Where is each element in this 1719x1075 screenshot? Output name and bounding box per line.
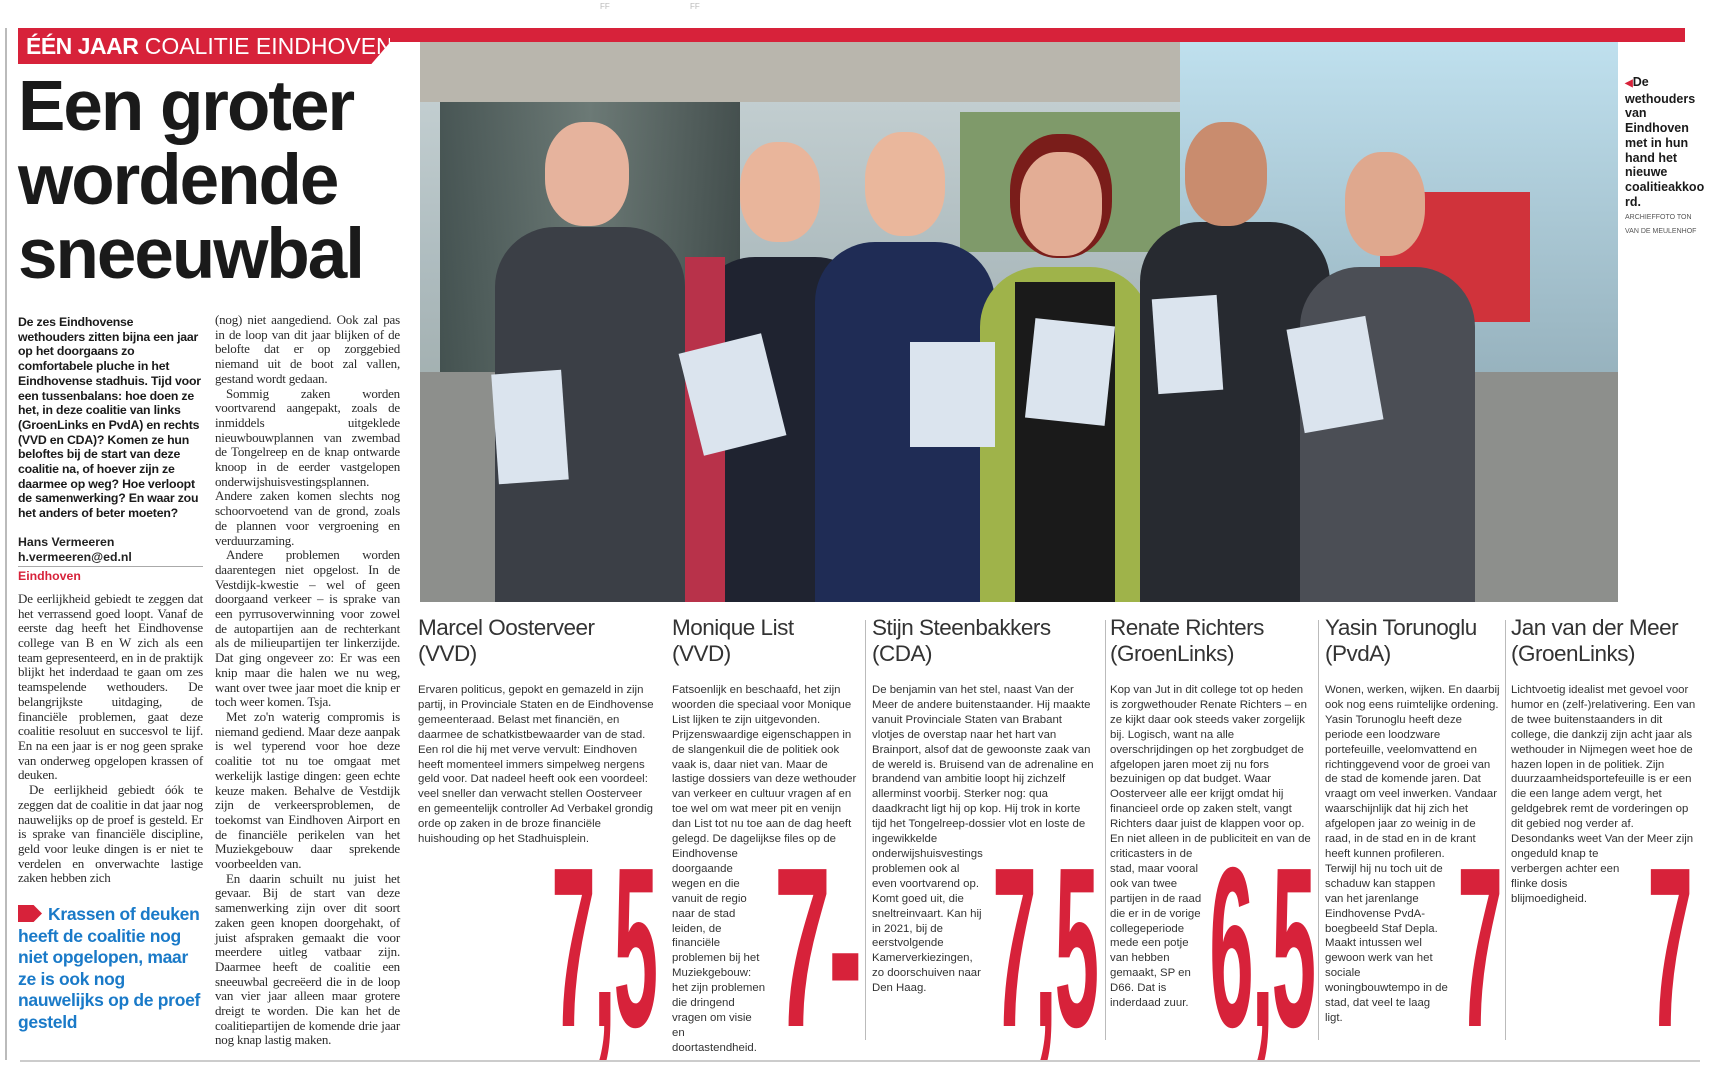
paragraph: (nog) niet aangediend. Ook zal pas in de… [215, 312, 400, 386]
candidate-text: Fatsoenlijk en beschaafd, het zijn woord… [672, 684, 857, 1054]
kicker-rest: COALITIE EINDHOVEN [144, 33, 393, 59]
body-column-2: (nog) niet aangediend. Ook zal pas in de… [215, 312, 400, 1048]
headline-line: wordende [18, 141, 339, 220]
section-bar [18, 28, 1685, 42]
grade: 7,5 [551, 821, 658, 1075]
candidate-steenbakkers: Stijn Steenbakkers (CDA) 7,5 De benjamin v… [872, 615, 1099, 1075]
column-divider [1318, 620, 1319, 1040]
photo-caption: ◀De wethouders van Eindhoven met in hun … [1625, 75, 1705, 239]
headline-line: Een groter [18, 67, 355, 146]
divider [18, 566, 203, 568]
candidate-name: Renate Richters (GroenLinks) [1110, 615, 1264, 666]
headline: Een groter wordende sneeuwbal [18, 70, 418, 292]
page-rule-left [5, 28, 7, 1060]
caption-text: De wethouders van Eindhoven met in hun h… [1625, 75, 1705, 209]
paragraph: Met zo'n waterig compromis is niemand ge… [215, 708, 400, 872]
body-column-1: De eerlijkheid gebiedt te zeggen dat het… [18, 590, 203, 886]
print-mark: FF [600, 2, 610, 11]
lead-column: De zes Eindhovense wethouders zitten bij… [18, 315, 203, 1033]
pullquote: Krassen of deuken heeft de coalitie nog … [18, 904, 203, 1033]
column-divider [1505, 620, 1506, 1040]
arrow-icon [18, 905, 42, 923]
paragraph: De eerlijkheid gebiedt óók te zeggen dat… [18, 782, 203, 886]
photo-credit: ARCHIEFFOTO TON VAN DE MEULENHOF [1625, 214, 1697, 236]
dateline: Eindhoven [18, 569, 81, 584]
paragraph: Sommig zaken worden voortvarend aangepak… [215, 385, 400, 548]
paragraph: En daarin schuilt nu juist het gevaar. B… [215, 870, 400, 1048]
page-rule-bottom [20, 1060, 1700, 1062]
candidate-name: Jan van der Meer (GroenLinks) [1511, 615, 1679, 666]
pullquote-text: Krassen of deuken heeft de coalitie nog … [18, 904, 201, 1032]
intro-text: De zes Eindhovense wethouders zitten bij… [18, 315, 201, 521]
candidate-text: Ervaren politicus, gepokt en gemazeld in… [418, 684, 654, 846]
column-divider [865, 620, 866, 1040]
candidate-name: Stijn Steenbakkers (CDA) [872, 615, 1051, 666]
print-mark: FF [690, 2, 700, 11]
author-email[interactable]: h.vermeeren@ed.nl [18, 549, 132, 564]
headline-line: sneeuwbal [18, 215, 365, 294]
triangle-left-icon: ◀ [1625, 78, 1633, 89]
kicker: ÉÉN JAAR COALITIE EINDHOVEN [18, 28, 390, 64]
candidate-list: Monique List (VVD) 7- Fatsoenlijk en besch… [672, 615, 863, 1075]
byline: Hans Vermeeren h.vermeeren@ed.nl [18, 535, 203, 564]
grade: 7 [1647, 821, 1694, 1075]
author: Hans Vermeeren [18, 534, 115, 549]
candidate-van-der-meer: Jan van der Meer (GroenLinks) 7 Lichtvoeti… [1511, 615, 1701, 1075]
group-photo [420, 42, 1618, 602]
paragraph: De eerlijkheid gebiedt te zeggen dat het… [18, 590, 203, 783]
grade: 6,5 [1209, 821, 1316, 1075]
candidate-name: Marcel Oosterveer (VVD) [418, 615, 595, 666]
candidate-name: Monique List (VVD) [672, 615, 794, 666]
grade: 7 [1457, 821, 1504, 1075]
column-divider [1105, 620, 1106, 1040]
paragraph: Andere problemen worden daarentegen niet… [215, 547, 400, 710]
candidate-torunoglu: Yasin Torunoglu (PvdA) 7 Wonen, werken, wi… [1325, 615, 1504, 1075]
kicker-bold: ÉÉN JAAR [26, 33, 139, 59]
candidate-text: Lichtvoetig idealist met gevoel voor hum… [1511, 684, 1696, 905]
candidate-text: De benjamin van het stel, naast Van der … [872, 684, 1094, 995]
candidate-text: Kop van Jut in dit college tot op heden … [1110, 684, 1311, 1010]
candidate-oosterveer: Marcel Oosterveer (VVD) 7,5 Ervaren politi… [418, 615, 658, 1075]
candidate-richters: Renate Richters (GroenLinks) 6,5 Kop van J… [1110, 615, 1316, 1075]
candidate-name: Yasin Torunoglu (PvdA) [1325, 615, 1477, 666]
grade: 7- [774, 821, 863, 1075]
grade: 7,5 [992, 821, 1099, 1075]
candidate-text: Wonen, werken, wijken. En daarbij ook no… [1325, 684, 1500, 1024]
